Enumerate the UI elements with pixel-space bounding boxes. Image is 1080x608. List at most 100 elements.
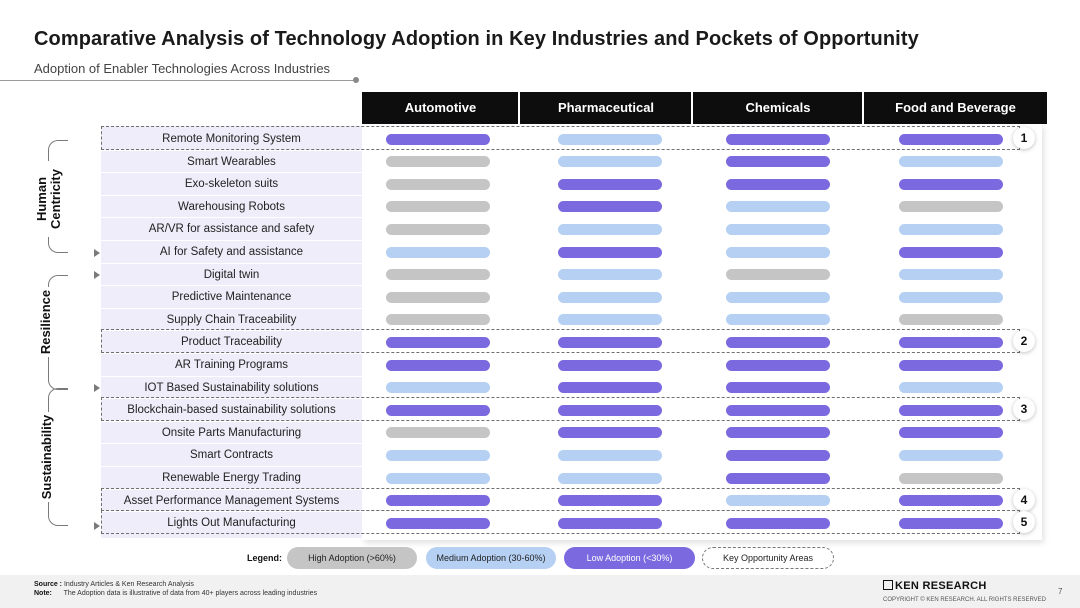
- adoption-pill-low: [558, 359, 662, 371]
- row-label: AI for Safety and assistance: [159, 246, 304, 258]
- adoption-pill-low: [386, 404, 490, 416]
- adoption-pill-low: [558, 495, 662, 507]
- row-separator: [101, 285, 362, 287]
- row-label: Onsite Parts Manufacturing: [161, 426, 302, 439]
- adoption-pill-low: [558, 427, 662, 439]
- legend-medium-adoption: Medium Adoption (30-60%): [426, 547, 556, 569]
- adoption-pill-low: [386, 133, 490, 145]
- row-label: Supply Chain Traceability: [166, 313, 297, 326]
- page-number: 7: [1058, 587, 1063, 596]
- row-separator: [101, 511, 362, 513]
- adoption-pill-high: [386, 291, 490, 303]
- bracket-arrow-icon: [94, 384, 100, 392]
- key-opportunity-box: [101, 487, 1020, 512]
- column-separator: [862, 92, 864, 124]
- adoption-pill-medium: [899, 382, 1003, 394]
- row-separator: [101, 307, 362, 309]
- adoption-pill-medium: [899, 223, 1003, 235]
- adoption-pill-low: [726, 336, 830, 348]
- group-label-line: Centricity: [48, 169, 63, 229]
- adoption-pill-medium: [726, 291, 830, 303]
- key-opportunity-box: [101, 329, 1020, 353]
- row-label: AR/VR for assistance and safety: [148, 223, 315, 236]
- opportunity-number-badge: 1: [1013, 127, 1035, 149]
- adoption-pill-low: [558, 404, 662, 416]
- adoption-pill-low: [899, 336, 1003, 348]
- source-note: Source : Industry Articles & Ken Researc…: [34, 580, 317, 598]
- row-separator: [101, 330, 362, 332]
- adoption-pill-high: [386, 427, 490, 439]
- row-separator: [101, 398, 362, 400]
- row-separator: [101, 240, 362, 241]
- brand-name: KEN RESEARCH: [895, 580, 987, 592]
- adoption-pill-medium: [558, 291, 662, 303]
- note-text: The Adoption data is illustrative of dat…: [63, 590, 318, 597]
- row-label: Warehousing Robots: [178, 200, 285, 213]
- opportunity-number-badge: 3: [1013, 398, 1035, 421]
- key-opportunity-box: [101, 126, 1020, 150]
- subtitle-underline: [0, 80, 354, 81]
- row-separator: [101, 420, 362, 422]
- adoption-pill-low: [899, 133, 1003, 145]
- page-title: Comparative Analysis of Technology Adopt…: [34, 28, 919, 50]
- row-label: Blockchain-based sustainability solution…: [127, 404, 336, 417]
- column-header-food-and-beverage: Food and Beverage: [895, 100, 1016, 115]
- key-opportunity-box: [101, 397, 1020, 421]
- adoption-pill-low: [558, 336, 662, 348]
- adoption-pill-low: [558, 201, 662, 213]
- row-label: Product Traceability: [181, 336, 282, 349]
- adoption-pill-medium: [558, 223, 662, 235]
- adoption-pill-medium: [386, 472, 490, 484]
- row-label: Predictive Maintenance: [171, 291, 292, 304]
- column-separator: [518, 92, 520, 124]
- source-text: Industry Articles & Ken Research Analysi…: [63, 581, 194, 588]
- row-separator: [101, 172, 362, 174]
- copyright: COPYRIGHT © KEN RESEARCH. ALL RIGHTS RES…: [883, 597, 1047, 603]
- adoption-pill-medium: [899, 156, 1003, 168]
- opportunity-number-badge: 5: [1013, 511, 1035, 534]
- legend-title: Legend:: [247, 553, 282, 563]
- page-subtitle: Adoption of Enabler Technologies Across …: [34, 61, 331, 76]
- row-separator: [101, 262, 362, 264]
- column-separator: [691, 92, 693, 124]
- row-label: Exo-skeleton suits: [184, 178, 279, 191]
- opportunity-number-badge: 2: [1013, 330, 1035, 353]
- group-label-human-centricity: Human Centricity: [33, 161, 65, 237]
- subtitle-underline-dot: [353, 77, 359, 83]
- adoption-pill-medium: [899, 291, 1003, 303]
- adoption-pill-low: [726, 382, 830, 394]
- column-header-row: Automotive Pharmaceutical Chemicals Food…: [362, 92, 1047, 124]
- adoption-pill-low: [386, 336, 490, 348]
- adoption-pill-medium: [386, 246, 490, 258]
- adoption-pill-medium: [558, 472, 662, 484]
- row-label: Renewable Energy Trading: [162, 472, 301, 484]
- adoption-pill-low: [558, 382, 662, 394]
- adoption-pill-high: [899, 201, 1003, 213]
- adoption-pill-high: [899, 314, 1003, 326]
- bracket-arrow-icon: [94, 249, 100, 257]
- adoption-pill-low: [558, 178, 662, 190]
- bracket-arrow-icon: [94, 522, 100, 530]
- adoption-pill-medium: [726, 246, 830, 258]
- row-labels-background: [101, 126, 362, 538]
- note-label: Note:: [34, 590, 52, 597]
- adoption-pill-low: [726, 156, 830, 168]
- column-header-chemicals: Chemicals: [745, 100, 811, 115]
- row-separator: [101, 466, 362, 467]
- adoption-pill-low: [558, 246, 662, 258]
- adoption-pill-low: [899, 246, 1003, 258]
- row-label: Remote Monitoring System: [162, 133, 301, 145]
- bracket-arrow-icon: [94, 271, 100, 279]
- row-label: Smart Wearables: [187, 155, 276, 168]
- adoption-pill-high: [386, 201, 490, 213]
- adoption-pill-low: [386, 517, 490, 529]
- adoption-pill-low: [726, 404, 830, 416]
- source-label: Source :: [34, 581, 63, 588]
- row-label: IOT Based Sustainability solutions: [144, 381, 319, 394]
- adoption-pill-medium: [558, 269, 662, 281]
- adoption-pill-low: [726, 472, 830, 484]
- group-label-line: Human: [34, 176, 49, 222]
- adoption-pill-high: [899, 472, 1003, 484]
- adoption-pill-medium: [726, 495, 830, 507]
- adoption-pill-medium: [558, 133, 662, 145]
